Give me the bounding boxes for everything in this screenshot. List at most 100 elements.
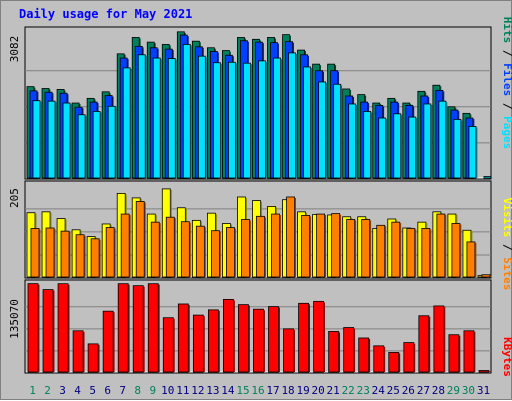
bar-kbytes-day-29 bbox=[448, 334, 460, 373]
bar-pages-day-4 bbox=[77, 114, 86, 179]
x-tick-label-day-20: 20 bbox=[312, 384, 325, 397]
x-tick-label-day-12: 12 bbox=[191, 384, 204, 397]
bar-pages-day-30 bbox=[468, 126, 477, 179]
x-tick-label-day-23: 23 bbox=[357, 384, 370, 397]
bar-kbytes-day-30 bbox=[463, 330, 475, 373]
bar-pages-day-15 bbox=[243, 62, 251, 179]
bar-sites-day-4 bbox=[75, 234, 85, 278]
bar-pages-day-2 bbox=[47, 100, 56, 179]
x-tick-label-day-8: 8 bbox=[134, 384, 141, 397]
bar-sites-day-6 bbox=[105, 227, 115, 278]
bar-pages-day-11 bbox=[182, 44, 191, 179]
bar-sites-day-22 bbox=[346, 219, 356, 278]
bar-pages-day-28 bbox=[438, 100, 447, 179]
bar-pages-day-13 bbox=[212, 62, 221, 179]
bar-kbytes-day-28 bbox=[433, 305, 445, 373]
bar-kbytes-day-8 bbox=[132, 285, 144, 373]
panel-2-legend-separator: / bbox=[501, 237, 512, 257]
bar-kbytes-day-18 bbox=[283, 328, 294, 373]
bar-kbytes-day-16 bbox=[253, 308, 264, 373]
x-tick-label-day-14: 14 bbox=[221, 384, 235, 397]
bar-pages-day-31 bbox=[483, 176, 492, 179]
x-tick-label-day-31: 31 bbox=[477, 384, 490, 397]
bar-kbytes-day-7 bbox=[117, 283, 129, 373]
legend-hits: Hits bbox=[501, 17, 512, 44]
bar-kbytes-day-20 bbox=[313, 300, 325, 373]
bar-kbytes-day-11 bbox=[177, 303, 189, 373]
bar-sites-day-8 bbox=[135, 201, 145, 278]
bar-sites-day-12 bbox=[195, 225, 205, 278]
bar-kbytes-day-17 bbox=[268, 306, 279, 373]
panel-1-max-label: 3082 bbox=[8, 36, 21, 63]
chart-title: Daily usage for May 2021 bbox=[19, 7, 193, 21]
bar-pages-day-1 bbox=[32, 100, 41, 179]
bar-kbytes-day-24 bbox=[373, 345, 385, 373]
bar-kbytes-day-9 bbox=[147, 283, 159, 373]
x-tick-label-day-22: 22 bbox=[342, 384, 355, 397]
bar-kbytes-day-10 bbox=[162, 317, 174, 373]
bar-sites-day-30 bbox=[466, 241, 476, 278]
bar-pages-day-3 bbox=[62, 102, 71, 179]
bar-kbytes-day-1 bbox=[27, 283, 39, 373]
legend-pages: Pages bbox=[501, 116, 512, 149]
x-tick-label-day-4: 4 bbox=[74, 384, 81, 397]
x-tick-label-day-29: 29 bbox=[447, 384, 460, 397]
x-tick-label-day-25: 25 bbox=[387, 384, 400, 397]
bar-sites-day-25 bbox=[391, 221, 401, 278]
bar-kbytes-day-22 bbox=[343, 327, 355, 373]
x-tick-label-day-16: 16 bbox=[251, 384, 264, 397]
bar-sites-day-19 bbox=[301, 215, 310, 278]
bar-pages-day-26 bbox=[408, 116, 417, 179]
bar-sites-day-28 bbox=[436, 213, 446, 278]
bar-pages-day-22 bbox=[348, 103, 357, 179]
bar-sites-day-20 bbox=[316, 213, 326, 278]
bar-sites-day-11 bbox=[180, 221, 190, 278]
bar-sites-day-16 bbox=[256, 215, 265, 278]
bar-pages-day-25 bbox=[393, 113, 402, 179]
bar-sites-day-5 bbox=[90, 238, 100, 278]
bar-sites-day-13 bbox=[210, 230, 220, 278]
x-tick-label-day-7: 7 bbox=[119, 384, 126, 397]
bar-sites-day-17 bbox=[271, 213, 280, 278]
panel-1-legend-separator: / bbox=[501, 96, 512, 116]
bar-pages-day-17 bbox=[273, 57, 281, 179]
bar-sites-day-7 bbox=[120, 213, 130, 278]
bar-pages-day-9 bbox=[152, 57, 161, 179]
bar-sites-day-10 bbox=[165, 216, 175, 278]
bar-pages-day-19 bbox=[303, 66, 311, 179]
bar-kbytes-day-27 bbox=[418, 315, 430, 373]
bar-sites-day-14 bbox=[226, 227, 235, 278]
bar-pages-day-18 bbox=[288, 52, 296, 179]
x-tick-label-day-21: 21 bbox=[327, 384, 340, 397]
bar-kbytes-day-25 bbox=[388, 351, 400, 373]
bar-kbytes-day-23 bbox=[358, 337, 370, 373]
bar-kbytes-day-21 bbox=[328, 331, 340, 373]
panel-1-legend: Hits / Files / Pages bbox=[501, 17, 512, 150]
panel-1-legend-separator: / bbox=[501, 43, 512, 63]
x-tick-label-day-26: 26 bbox=[402, 384, 415, 397]
bar-pages-day-21 bbox=[333, 83, 342, 179]
x-tick-label-day-27: 27 bbox=[417, 384, 430, 397]
bar-sites-day-27 bbox=[421, 228, 431, 278]
x-tick-label-day-5: 5 bbox=[89, 384, 96, 397]
bar-sites-day-29 bbox=[451, 223, 461, 278]
bar-pages-day-29 bbox=[453, 119, 462, 179]
bar-pages-day-16 bbox=[258, 60, 266, 179]
bar-sites-day-1 bbox=[30, 228, 40, 278]
bar-sites-day-18 bbox=[286, 196, 295, 278]
x-tick-label-day-9: 9 bbox=[149, 384, 156, 397]
legend-visits: Visits bbox=[501, 198, 512, 238]
bar-sites-day-21 bbox=[331, 213, 341, 278]
panel-2-max-label: 205 bbox=[8, 188, 21, 208]
x-tick-label-day-24: 24 bbox=[372, 384, 386, 397]
bar-kbytes-day-31 bbox=[478, 370, 490, 373]
bar-sites-day-9 bbox=[150, 221, 160, 278]
x-tick-label-day-28: 28 bbox=[432, 384, 445, 397]
bar-kbytes-day-13 bbox=[207, 309, 219, 373]
bar-pages-day-24 bbox=[378, 117, 387, 179]
bar-sites-day-3 bbox=[60, 230, 70, 278]
x-tick-label-day-18: 18 bbox=[281, 384, 294, 397]
bar-pages-day-27 bbox=[423, 103, 432, 179]
